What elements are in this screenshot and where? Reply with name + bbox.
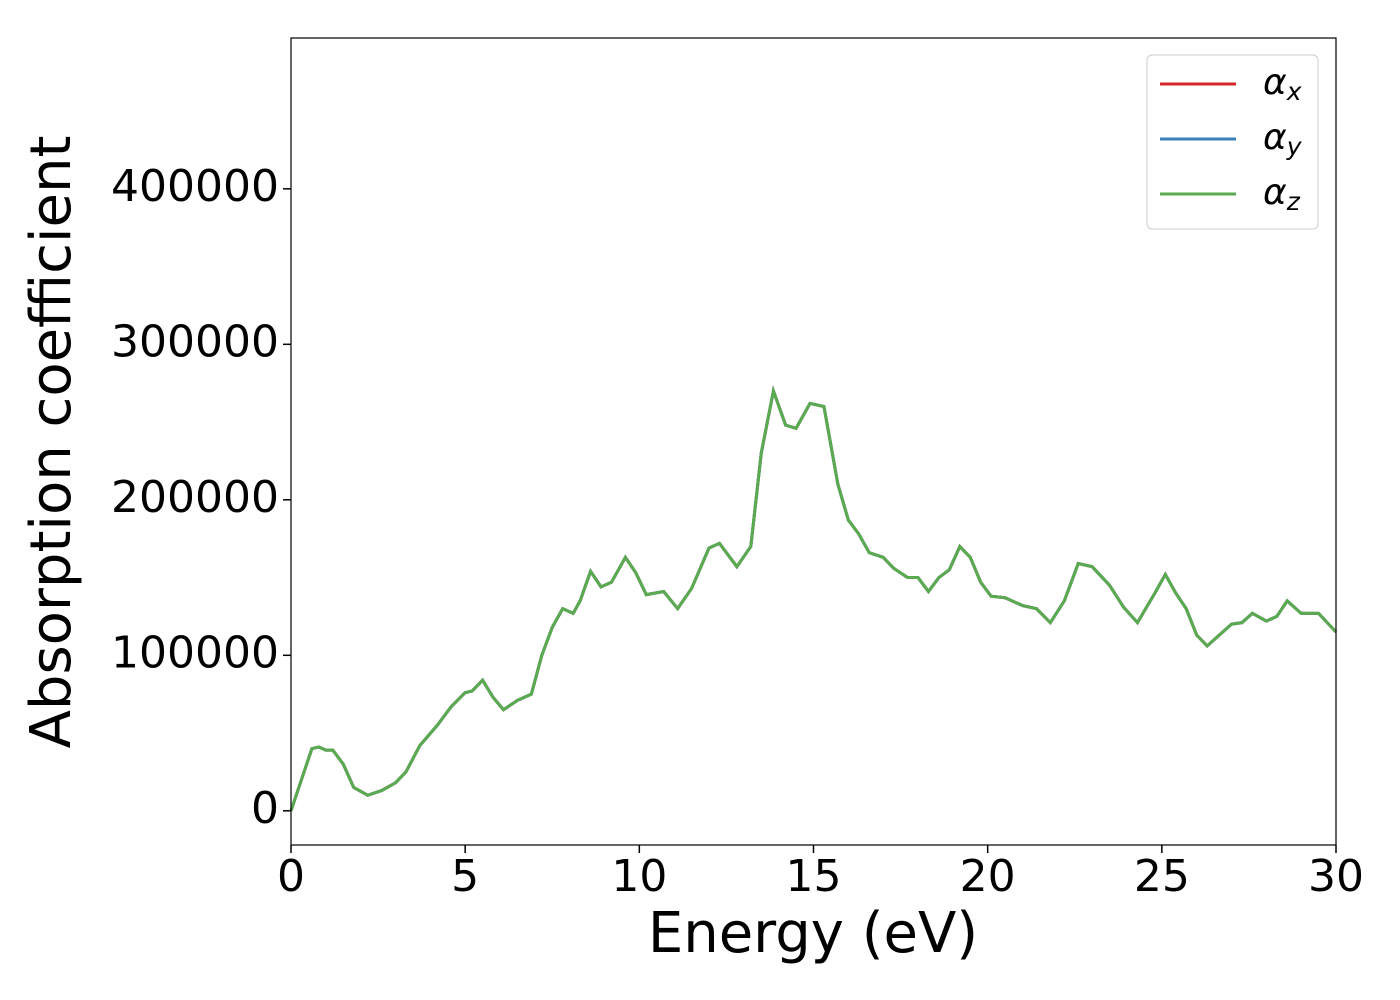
y-tick-label: 400000 (111, 161, 279, 212)
x-tick-label: 15 (786, 851, 842, 902)
x-tick-label: 20 (960, 851, 1016, 902)
y-tick-label: 0 (251, 783, 279, 834)
y-axis-label: Absorption coefficient (19, 136, 84, 749)
x-tick-label: 30 (1308, 851, 1364, 902)
y-tick-label: 200000 (111, 472, 279, 523)
line-series (289, 385, 1338, 812)
x-tick-label: 0 (277, 851, 305, 902)
legend-label: αz (1263, 172, 1301, 216)
plot-frame (290, 37, 1337, 846)
x-tick-label: 25 (1134, 851, 1190, 902)
x-tick-label: 5 (451, 851, 479, 902)
y-tick-label: 100000 (111, 627, 279, 678)
legend-label: αy (1263, 117, 1303, 161)
x-tick-label: 10 (611, 851, 667, 902)
legend-label: αx (1263, 62, 1302, 106)
y-tick-label: 300000 (111, 316, 279, 367)
legend-box (1146, 54, 1319, 230)
x-axis-label: Energy (eV) (648, 901, 978, 966)
